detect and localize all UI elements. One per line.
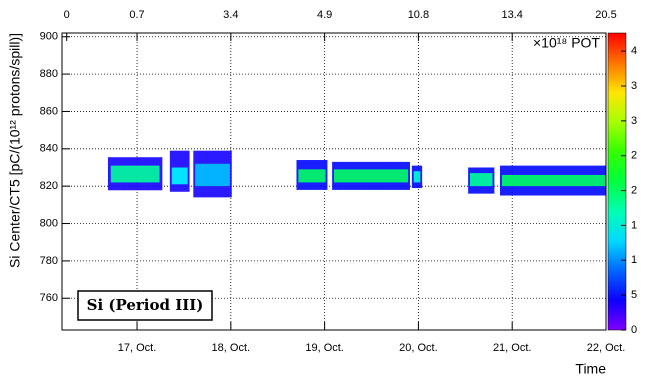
z-tick-label: 2 xyxy=(631,150,637,162)
x-axis-label: Time xyxy=(575,361,606,377)
y-tick-label: 780 xyxy=(40,255,58,267)
x2-tick-label: 0 xyxy=(64,9,70,21)
x2-tick-label: 4.9 xyxy=(317,9,332,21)
y-tick-label: 880 xyxy=(40,68,58,80)
label-box-text: Si (Period III) xyxy=(87,296,204,314)
x2-tick-label: 3.4 xyxy=(223,9,238,21)
z-tick-label: 2 xyxy=(631,184,637,196)
z-tick-label: 3 xyxy=(631,80,637,92)
y-tick-label: 820 xyxy=(40,180,58,192)
x2-tick-label: 0.7 xyxy=(129,9,144,21)
y-tick-label: 760 xyxy=(40,292,58,304)
y-axis-label: Si Center/CT5 [pC/(10¹² protons/spill)] xyxy=(7,33,23,268)
density-cell xyxy=(298,169,326,183)
y-tick-label: 800 xyxy=(40,217,58,229)
y-tick-label: 840 xyxy=(40,143,58,155)
x2-tick-label: 13.4 xyxy=(501,9,522,21)
z-tick-label: 3 xyxy=(631,115,637,127)
label-box xyxy=(77,290,213,321)
density-cell xyxy=(501,174,606,187)
x-tick-label: 17, Oct. xyxy=(118,342,157,354)
density-cell xyxy=(334,169,409,183)
x-tick-label: 19, Oct. xyxy=(305,342,344,354)
x2-tick-label: 10.8 xyxy=(408,9,429,21)
colorbar xyxy=(607,32,627,331)
density-cell xyxy=(171,167,188,185)
annotation: ×10¹⁸ POT xyxy=(533,35,600,51)
x-tick-label: 21, Oct. xyxy=(493,342,532,354)
z-tick-label: 0 xyxy=(631,324,637,336)
density-cell xyxy=(195,163,230,187)
z-tick-label: 1 xyxy=(631,254,637,266)
density-cell xyxy=(110,165,160,183)
x-tick-label: 22, Oct. xyxy=(587,342,626,354)
x-tick-label: 20, Oct. xyxy=(399,342,438,354)
z-tick-label: 4 xyxy=(631,45,637,57)
x2-tick-label: 20.5 xyxy=(595,9,616,21)
y-tick-label: 900 xyxy=(40,31,58,43)
density-cell xyxy=(413,171,421,183)
y-tick-label: 860 xyxy=(40,105,58,117)
z-tick-label: 5 xyxy=(631,289,637,301)
density-cell xyxy=(470,173,493,187)
x-tick-label: 18, Oct. xyxy=(212,342,251,354)
z-tick-label: 1 xyxy=(631,219,637,231)
plot-frame xyxy=(61,32,607,331)
